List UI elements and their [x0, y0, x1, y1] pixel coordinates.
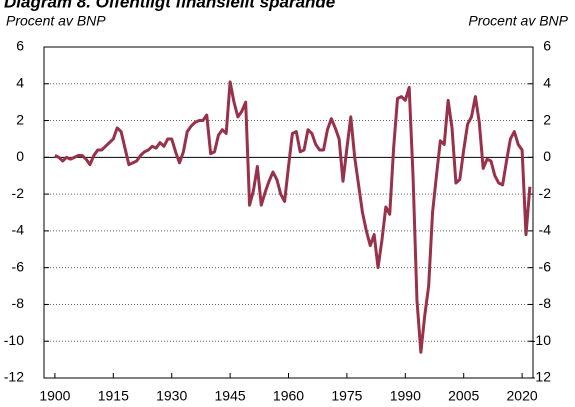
y2-tick-label: 6	[543, 38, 551, 54]
x-tick-label: 1900	[39, 388, 70, 404]
y-tick-label: -2	[12, 185, 25, 201]
y-tick-label: -12	[4, 369, 24, 385]
y-tick-label: -4	[12, 222, 25, 238]
x-tick-label: 1960	[273, 388, 304, 404]
x-tick-label: 1945	[215, 388, 246, 404]
y2-axis-label: Procent av BNP	[468, 13, 568, 29]
chart-title: Diagram 8. Offentligt finansiellt sparan…	[4, 0, 335, 11]
x-tick-label: 1975	[331, 388, 362, 404]
y-tick-label: -8	[12, 295, 25, 311]
y-tick-label: -10	[4, 332, 24, 348]
y-tick-label: 6	[16, 38, 24, 54]
y2-tick-label: -12	[531, 369, 551, 385]
plot-frame	[43, 46, 534, 379]
x-tick-label: 1930	[156, 388, 187, 404]
y2-tick-label: -8	[539, 295, 552, 311]
y-tick-label: 2	[16, 111, 24, 127]
y2-tick-label: -2	[539, 185, 552, 201]
x-tick-label: 2005	[448, 388, 479, 404]
data-line	[54, 80, 532, 354]
y2-tick-label: 4	[543, 74, 551, 90]
y-axis-label: Procent av BNP	[6, 13, 106, 29]
y2-tick-label: -6	[539, 258, 552, 274]
y-tick-label: -6	[12, 258, 25, 274]
x-tick-label: 1915	[98, 388, 129, 404]
y-tick-label: 0	[16, 148, 24, 164]
x-tick-label: 1990	[390, 388, 421, 404]
y2-tick-label: -4	[539, 222, 552, 238]
y-tick-label: 4	[16, 74, 24, 90]
x-tick-label: 2020	[507, 388, 538, 404]
y2-tick-label: -10	[531, 332, 551, 348]
y2-tick-label: 2	[543, 111, 551, 127]
y2-tick-label: 0	[543, 148, 551, 164]
